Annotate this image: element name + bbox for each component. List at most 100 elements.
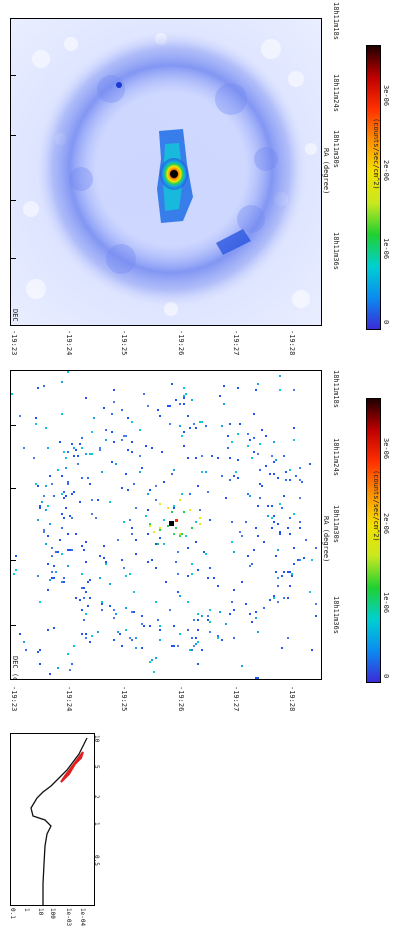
count-pixel [231, 441, 233, 443]
count-pixel [121, 487, 123, 489]
count-pixel [195, 643, 197, 645]
top-colorbar-tick-1: 1e-06 [382, 238, 390, 260]
count-pixel [267, 515, 269, 517]
count-pixel [37, 651, 39, 653]
count-pixel [15, 555, 17, 557]
count-pixel [195, 541, 197, 543]
count-pixel [81, 633, 83, 635]
count-pixel [149, 525, 151, 527]
count-pixel [111, 431, 113, 433]
count-pixel [123, 521, 125, 523]
top-ra-tick-3: 18h11m18s [332, 2, 340, 40]
count-pixel [141, 467, 143, 469]
count-pixel [61, 381, 63, 383]
count-pixel [245, 603, 247, 605]
count-pixel [65, 495, 67, 497]
top-colorbar [366, 45, 381, 330]
count-pixel [209, 631, 211, 633]
count-pixel [207, 619, 209, 621]
count-pixel [53, 577, 55, 579]
count-pixel [191, 527, 193, 529]
count-pixel [51, 483, 53, 485]
count-pixel [57, 551, 59, 553]
count-pixel [257, 505, 259, 507]
count-pixel [91, 431, 93, 433]
top-ra-tick-2: 18h11m24s [332, 74, 340, 112]
count-pixel [247, 445, 249, 447]
count-pixel [287, 637, 289, 639]
count-pixel [191, 649, 193, 651]
count-pixel [153, 671, 155, 673]
count-pixel [177, 645, 179, 647]
count-pixel [181, 493, 183, 495]
count-pixel [221, 425, 223, 427]
middle-dec-tick-5: -19:28 [288, 686, 296, 712]
count-pixel [63, 491, 65, 493]
count-pixel [233, 609, 235, 611]
count-pixel [263, 541, 265, 543]
count-pixel [269, 599, 271, 601]
count-pixel [67, 481, 69, 483]
count-pixel [301, 481, 303, 483]
count-pixel [179, 425, 181, 427]
count-pixel [265, 465, 267, 467]
mini-x-tick-2: 2 [93, 795, 100, 799]
count-pixel [183, 395, 185, 397]
count-pixel [281, 507, 283, 509]
count-pixel [105, 429, 107, 431]
count-pixel [253, 413, 255, 415]
tick [10, 200, 16, 201]
count-pixel [63, 497, 65, 499]
count-pixel [197, 485, 199, 487]
count-pixel [69, 549, 71, 551]
count-pixel [291, 573, 293, 575]
count-pixel [275, 571, 277, 573]
count-pixel [257, 631, 259, 633]
count-pixel [311, 649, 313, 651]
count-pixel [131, 527, 133, 529]
count-pixel [225, 623, 227, 625]
count-pixel [63, 517, 65, 519]
count-pixel [293, 513, 295, 515]
hot-pixel [175, 519, 178, 522]
count-pixel [15, 569, 17, 571]
count-pixel [279, 503, 281, 505]
count-pixel [223, 385, 225, 387]
count-pixel [189, 427, 191, 429]
count-pixel [39, 507, 41, 509]
count-pixel [89, 579, 91, 581]
count-pixel [113, 401, 115, 403]
count-pixel [71, 493, 73, 495]
middle-ra-tick-0: 18h11m36s [332, 596, 340, 634]
count-pixel [61, 553, 63, 555]
count-pixel [201, 421, 203, 423]
count-pixel [129, 573, 131, 575]
count-pixel [205, 425, 207, 427]
middle-colorbar-tick-0: 0 [382, 674, 390, 679]
count-pixel [165, 581, 167, 583]
count-pixel [85, 633, 87, 635]
count-pixel [103, 545, 105, 547]
core-pixel [169, 521, 174, 526]
count-pixel [163, 543, 165, 545]
count-pixel [277, 577, 279, 579]
middle-ra-tick-2: 18h11m24s [332, 438, 340, 476]
count-pixel [97, 631, 99, 633]
mini-x-tick-1: 1 [93, 822, 100, 826]
count-pixel [11, 393, 13, 395]
count-pixel [289, 479, 291, 481]
count-pixel [67, 371, 69, 373]
count-pixel [257, 677, 259, 679]
count-pixel [187, 629, 189, 631]
count-pixel [239, 423, 241, 425]
count-pixel [229, 479, 231, 481]
count-pixel [79, 501, 81, 503]
count-pixel [293, 439, 295, 441]
count-pixel [157, 409, 159, 411]
count-pixel [35, 423, 37, 425]
count-pixel [155, 543, 157, 545]
count-pixel [279, 533, 281, 535]
count-pixel [37, 387, 39, 389]
count-pixel [281, 647, 283, 649]
count-pixel [199, 421, 201, 423]
